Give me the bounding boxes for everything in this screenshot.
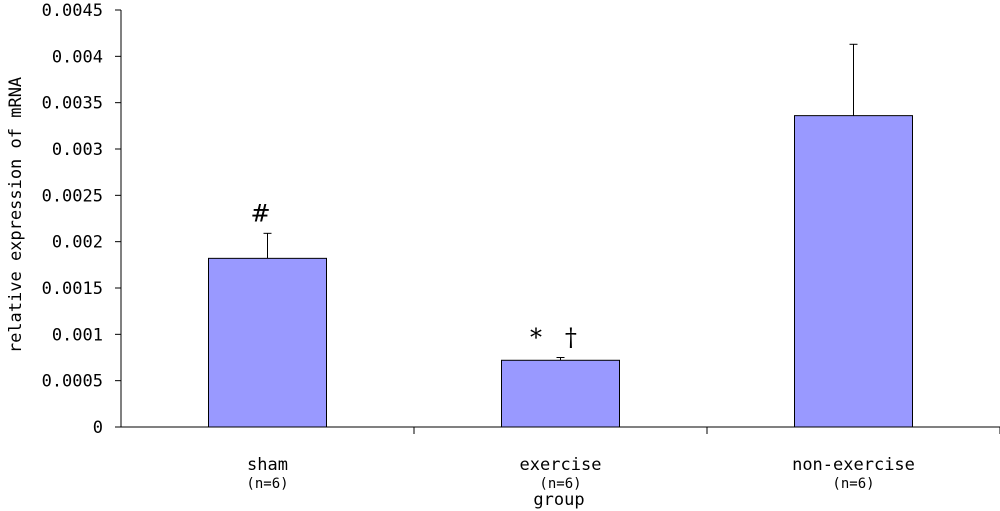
category-label: exercise — [520, 455, 602, 475]
sample-size-label: (n=6) — [539, 476, 581, 492]
y-tick-label: 0.001 — [52, 325, 103, 345]
bar-sham — [208, 257, 327, 428]
bar-non-exercise — [794, 115, 913, 428]
bar-exercise — [501, 359, 620, 428]
y-tick-label: 0.0005 — [42, 372, 103, 392]
sample-size-label: (n=6) — [246, 476, 288, 492]
sample-size-label: (n=6) — [832, 476, 874, 492]
y-tick-label: 0.003 — [52, 140, 103, 160]
y-tick-label: 0.0035 — [42, 94, 103, 114]
y-tick-label: 0.0015 — [42, 279, 103, 299]
y-tick-label: 0.002 — [52, 233, 103, 253]
y-tick-label: 0 — [93, 418, 103, 438]
y-tick-label: 0.0025 — [42, 186, 103, 206]
category-label: non-exercise — [792, 455, 915, 475]
plot-area: 0 0.0005 0.001 0.0015 0.002 0.0025 0.003 0.0035… — [42, 1, 1000, 492]
x-axis-label: group — [533, 490, 584, 510]
y-tick-label: 0.004 — [52, 47, 103, 67]
significance-annotation: # — [250, 199, 270, 227]
significance-annotation: * † — [530, 324, 577, 352]
y-axis-label: relative expression of mRNA — [6, 77, 26, 353]
category-label: sham — [247, 455, 288, 475]
y-tick-label: 0.0045 — [42, 1, 103, 21]
